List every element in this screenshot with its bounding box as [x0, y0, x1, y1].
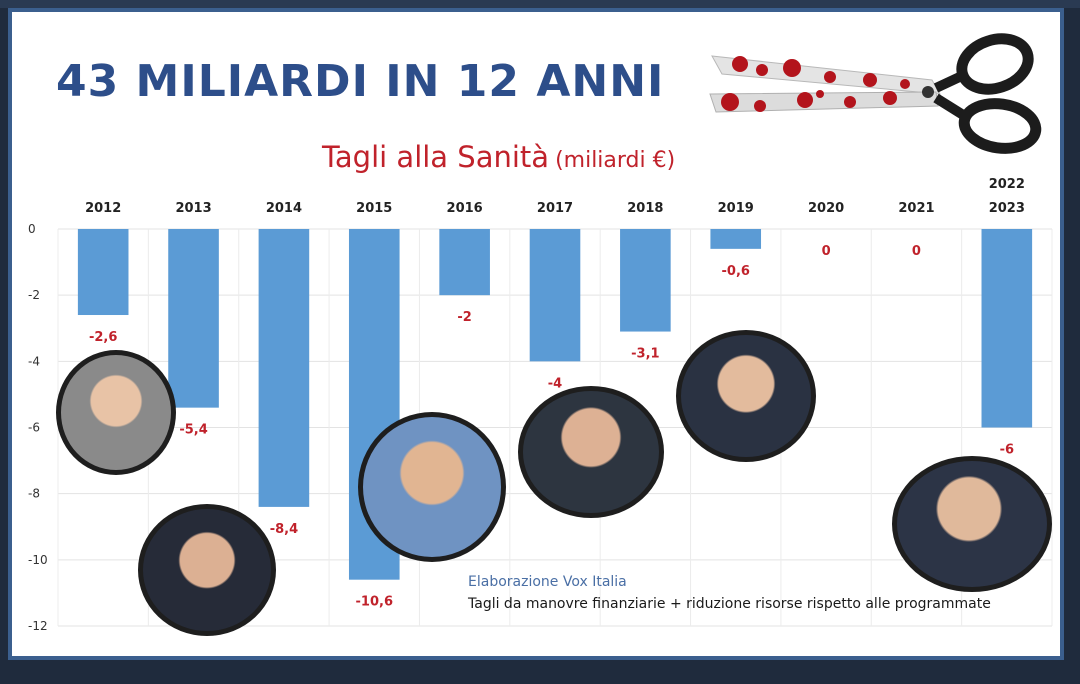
y-tick-label: -10: [28, 553, 48, 567]
data-label: 0: [822, 244, 831, 259]
x-category-label: 2013: [175, 201, 211, 216]
bar: [258, 229, 310, 507]
y-tick-label: 0: [28, 222, 36, 236]
top-strip: [0, 0, 1080, 8]
headline: 43 MILIARDI IN 12 ANNI: [56, 56, 665, 107]
data-label: -10,6: [356, 595, 393, 610]
data-label: -5,4: [179, 423, 207, 438]
data-label: 0: [912, 244, 921, 259]
data-label: -2,6: [89, 330, 117, 345]
y-tick-label: -12: [28, 619, 48, 633]
bar: [981, 229, 1033, 428]
note-author: Elaborazione Vox Italia: [468, 574, 627, 590]
data-label: -3,1: [631, 347, 659, 362]
y-tick-label: -2: [28, 288, 40, 302]
portrait-avatar: [358, 412, 506, 562]
x-category-label: 2012: [85, 201, 121, 216]
data-label: -4: [548, 376, 562, 391]
portrait-avatar: [56, 350, 176, 475]
y-axis: 0 -2 -4 -6 -8 -10 -12: [28, 222, 48, 633]
note-description: Tagli da manovre finanziarie + riduzione…: [468, 596, 991, 612]
x-category-label: 2022: [989, 177, 1025, 192]
bar: [529, 229, 581, 362]
bar: [620, 229, 671, 332]
x-axis: 2012 2013 2014 2015 2016 2017 2018 2019 2020 2021…: [85, 177, 1025, 216]
bar: [77, 229, 129, 316]
x-category-label: 2023: [989, 201, 1025, 216]
data-label: -6: [1000, 443, 1014, 458]
x-category-label: 2019: [718, 201, 754, 216]
y-tick-label: -4: [28, 354, 40, 368]
data-labels: -2,6 -5,4 -8,4 -10,6 -2 -4 -3,1 -0,6 0 0 -6: [89, 244, 1014, 610]
portrait-avatar: [138, 504, 276, 636]
y-tick-label: -8: [28, 487, 40, 501]
bar: [710, 229, 762, 249]
bottom-strip: [0, 664, 1080, 684]
x-category-label: 2018: [627, 201, 663, 216]
subtitle-unit: (miliardi €): [555, 148, 676, 173]
bar: [168, 229, 219, 408]
x-category-label: 2016: [447, 201, 483, 216]
chart-notes: Elaborazione Vox Italia Tagli da manovre…: [468, 574, 991, 612]
portrait-avatar: [676, 330, 816, 462]
data-label: -2: [457, 310, 471, 325]
x-category-label: 2014: [266, 201, 302, 216]
bar: [439, 229, 490, 296]
x-category-label: 2015: [356, 201, 392, 216]
subtitle-main: Tagli alla Sanità: [322, 140, 550, 174]
scissors-icon: [709, 33, 1042, 154]
data-label: -8,4: [270, 522, 298, 537]
x-category-label: 2021: [898, 201, 934, 216]
data-label: -0,6: [722, 264, 750, 279]
x-category-label: 2017: [537, 201, 573, 216]
chart-subtitle: Tagli alla Sanità (miliardi €): [322, 140, 675, 174]
x-category-label: 2020: [808, 201, 844, 216]
portrait-avatar: [892, 456, 1052, 592]
y-tick-label: -6: [28, 421, 40, 435]
portrait-avatar: [518, 386, 664, 518]
